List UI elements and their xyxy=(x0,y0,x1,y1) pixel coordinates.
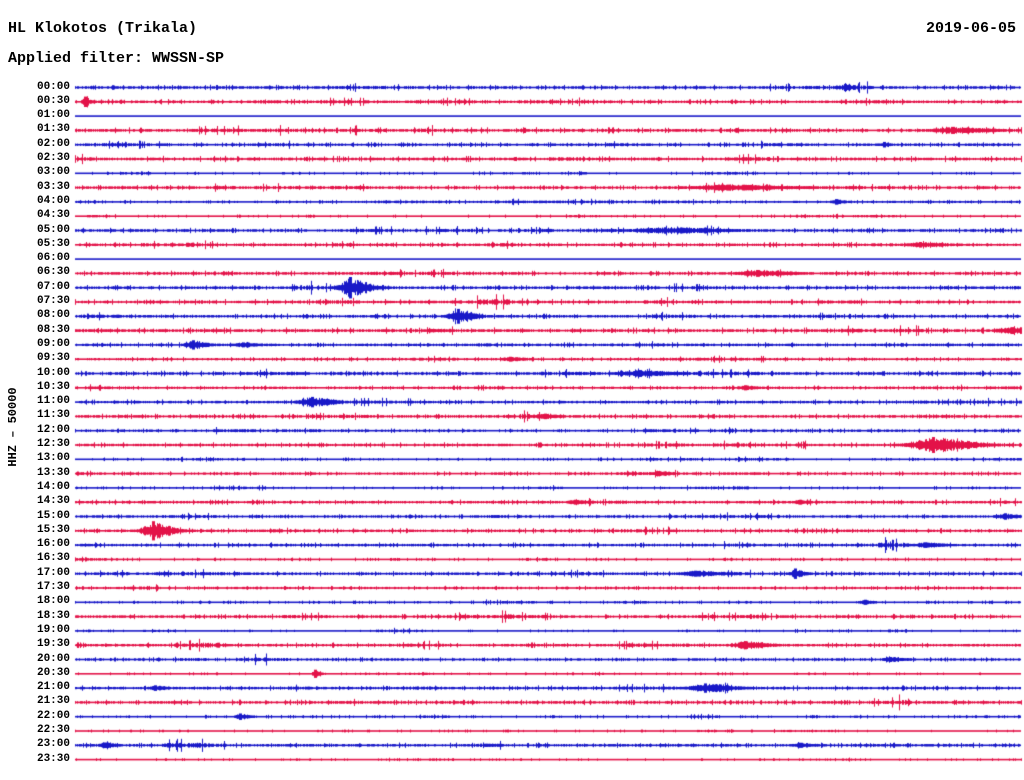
row-time-label: 00:00 xyxy=(36,80,70,93)
row-time-label: 11:00 xyxy=(36,395,70,408)
row-time-label: 07:30 xyxy=(36,295,70,307)
row-time-label: 05:00 xyxy=(36,223,70,236)
row-time-label: 19:00 xyxy=(36,623,70,636)
row-time-label: 14:00 xyxy=(36,480,70,493)
row-time-label: 01:30 xyxy=(36,123,70,136)
row-time-label: 05:30 xyxy=(36,237,70,250)
row-time-label: 02:30 xyxy=(36,152,70,164)
row-time-label: 16:30 xyxy=(36,552,70,565)
row-time-label: 10:30 xyxy=(36,380,70,393)
row-time-label: 19:30 xyxy=(36,638,70,651)
row-time-label: 06:00 xyxy=(36,252,70,265)
row-time-label: 03:00 xyxy=(36,166,70,179)
row-time-label: 23:00 xyxy=(36,738,70,751)
row-time-label: 17:30 xyxy=(36,581,70,593)
row-time-label: 11:30 xyxy=(36,409,70,422)
row-time-label: 12:30 xyxy=(36,438,70,450)
row-time-label: 13:00 xyxy=(36,452,70,465)
row-time-label: 23:30 xyxy=(36,752,70,765)
row-time-label: 20:30 xyxy=(36,666,70,679)
row-time-label: 13:30 xyxy=(36,466,70,479)
row-time-label: 21:00 xyxy=(36,681,70,694)
row-time-label: 15:30 xyxy=(36,523,70,536)
row-time-label: 03:30 xyxy=(36,180,70,193)
row-time-label: 06:30 xyxy=(36,266,70,279)
row-time-label: 18:30 xyxy=(36,609,70,622)
row-time-label: 22:30 xyxy=(36,724,70,736)
row-time-label: 22:00 xyxy=(36,709,70,722)
row-time-label: 10:00 xyxy=(36,366,70,379)
row-time-label: 21:30 xyxy=(36,695,70,708)
row-time-label: 18:00 xyxy=(36,595,70,608)
row-time-label: 09:30 xyxy=(36,352,70,365)
row-time-label: 08:30 xyxy=(36,323,70,336)
row-time-label: 07:00 xyxy=(36,280,70,293)
row-time-label: 16:00 xyxy=(36,538,70,551)
row-time-label: 15:00 xyxy=(36,509,70,522)
row-time-label: 08:00 xyxy=(36,309,70,322)
row-time-label: 01:00 xyxy=(36,109,70,122)
row-time-label: 12:00 xyxy=(36,423,70,436)
row-time-label: 09:00 xyxy=(36,337,70,350)
row-time-label: 17:00 xyxy=(36,566,70,579)
row-time-label: 02:00 xyxy=(36,137,70,150)
row-time-label: 14:30 xyxy=(36,495,70,508)
row-time-label: 04:00 xyxy=(36,194,70,207)
row-time-label: 04:30 xyxy=(36,209,70,222)
row-time-label: 20:00 xyxy=(36,652,70,665)
row-time-label: 00:30 xyxy=(36,94,70,107)
